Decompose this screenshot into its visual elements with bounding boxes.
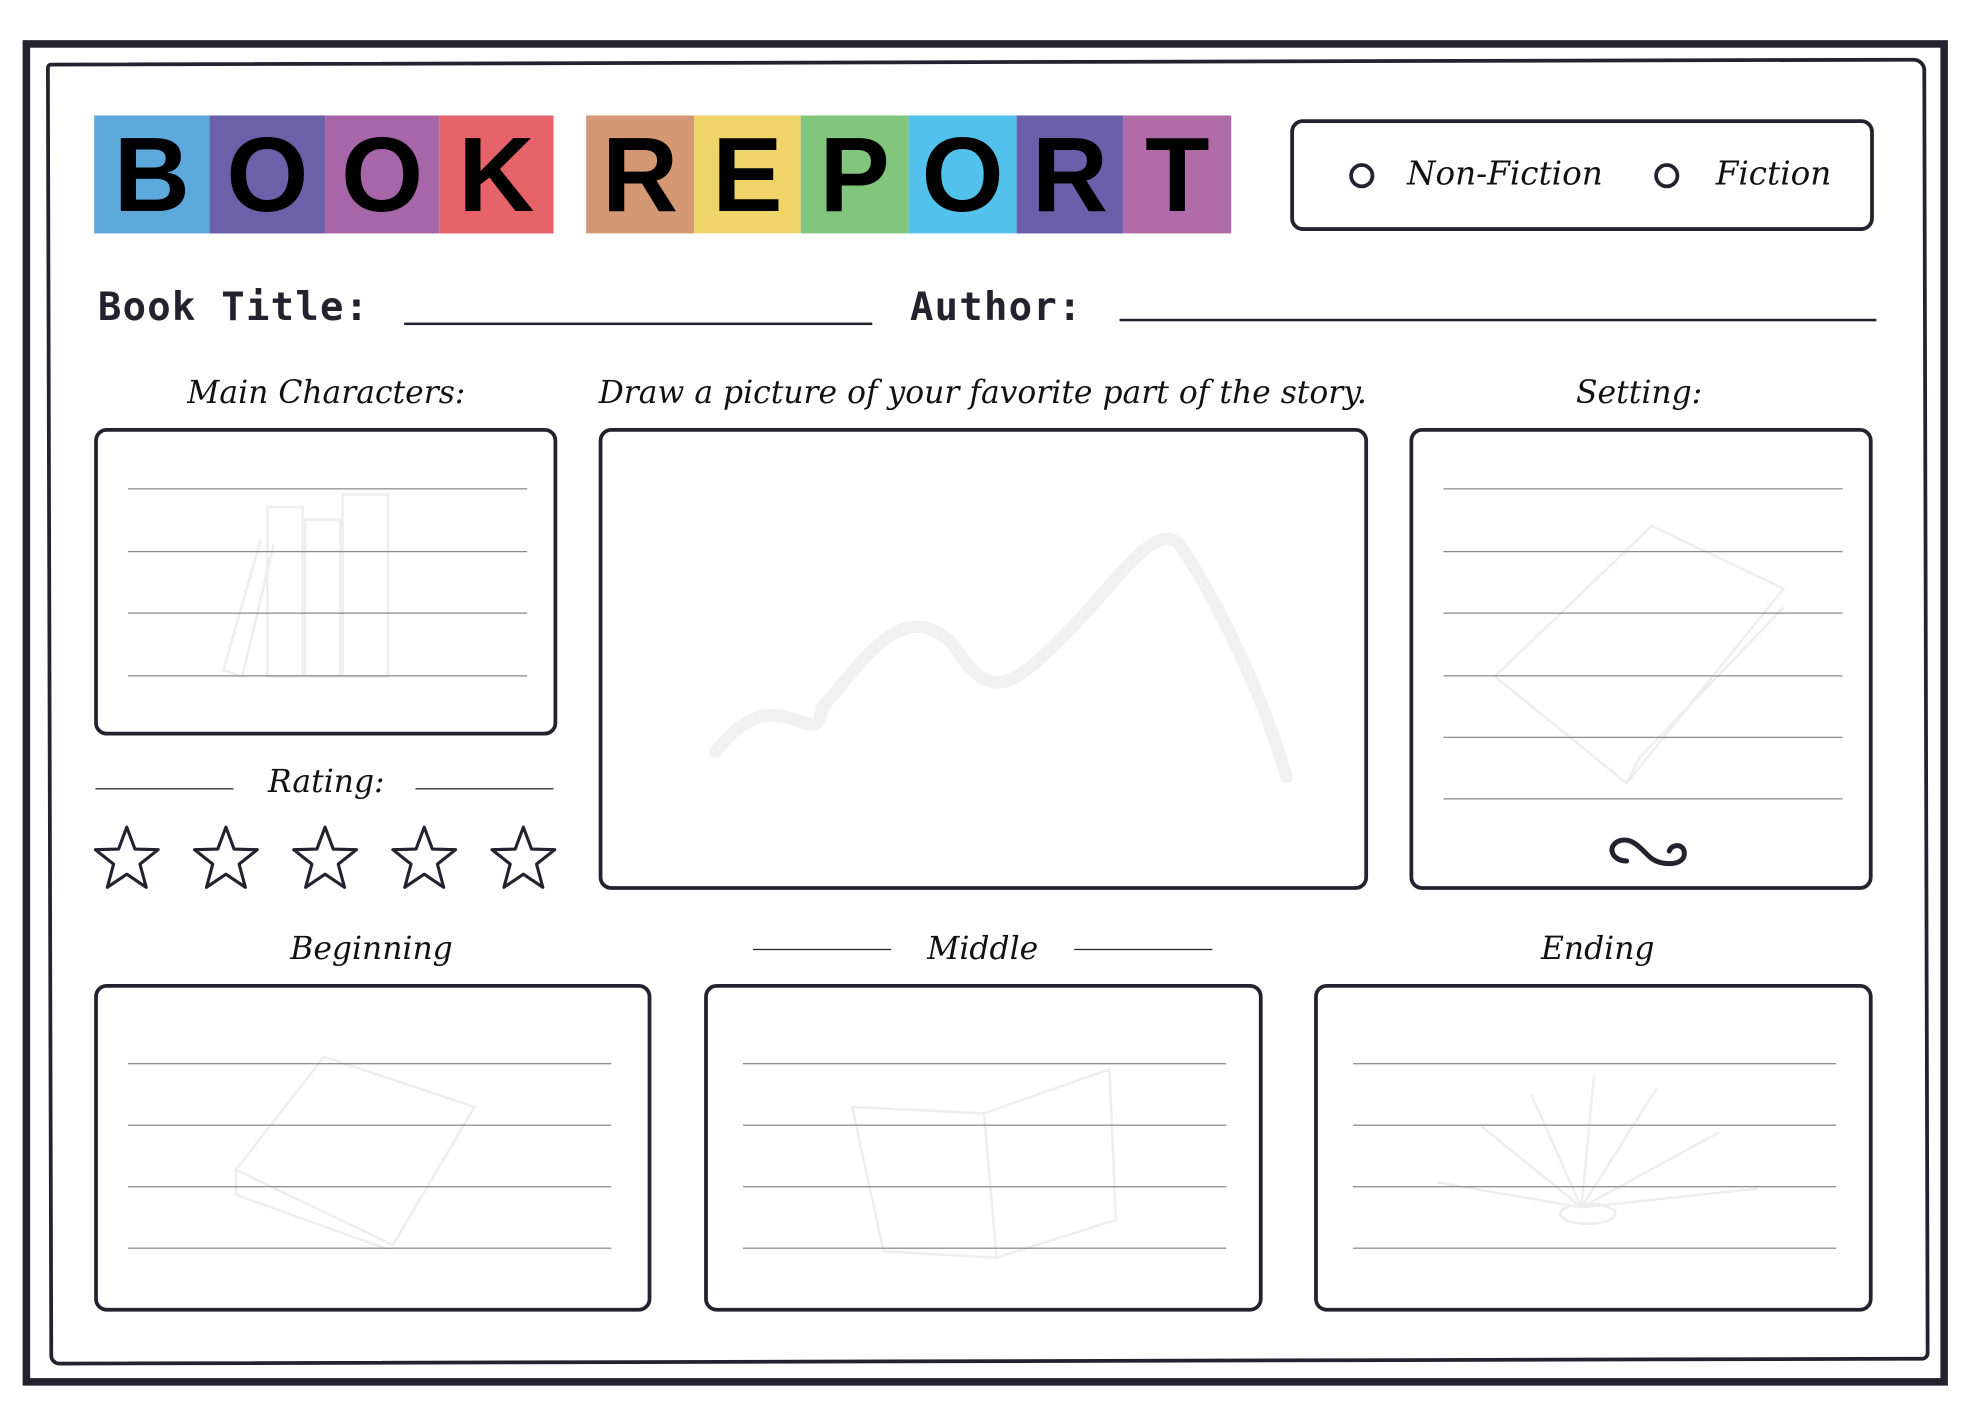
mountain-watermark-icon xyxy=(709,532,1293,784)
writing-line xyxy=(128,675,528,677)
genre-box: Non-Fiction Fiction xyxy=(1290,119,1874,231)
writing-line xyxy=(128,1247,612,1249)
writing-line xyxy=(1443,675,1843,677)
rating-star-icon[interactable] xyxy=(389,823,459,893)
rating-star-icon[interactable] xyxy=(290,823,360,893)
swirl-ornament-icon xyxy=(1609,837,1687,867)
title-tile: K xyxy=(439,114,554,234)
main-characters-box[interactable] xyxy=(94,427,558,736)
writing-line xyxy=(1352,1247,1837,1249)
main-characters-label: Main Characters: xyxy=(187,374,466,411)
writing-line xyxy=(128,550,528,553)
title-tile: B xyxy=(94,114,210,234)
title-letter: P xyxy=(819,114,890,233)
author-line[interactable] xyxy=(1119,318,1877,322)
middle-box[interactable] xyxy=(704,983,1263,1312)
book-title-line[interactable] xyxy=(404,322,873,326)
open-book-watermark-icon xyxy=(850,1067,1118,1259)
title-letter: B xyxy=(113,114,190,233)
title-letter: R xyxy=(602,114,679,233)
drawing-box[interactable] xyxy=(598,427,1369,890)
writing-line xyxy=(128,1063,612,1065)
middle-label: Middle xyxy=(927,930,1039,967)
rating-star-icon[interactable] xyxy=(488,823,558,893)
writing-line xyxy=(743,1186,1227,1188)
writing-line xyxy=(128,1124,612,1126)
writing-line xyxy=(743,1063,1227,1065)
title-tile: P xyxy=(800,114,909,234)
setting-label: Setting: xyxy=(1576,374,1703,411)
rating-star-icon[interactable] xyxy=(92,823,162,893)
non-fiction-label: Non-Fiction xyxy=(1406,155,1603,194)
non-fiction-radio[interactable] xyxy=(1349,163,1375,189)
beginning-box[interactable] xyxy=(94,983,652,1312)
outer-frame xyxy=(22,40,1948,1386)
writing-line xyxy=(1352,1063,1837,1065)
title-tile: E xyxy=(694,114,801,234)
setting-box[interactable] xyxy=(1409,427,1873,890)
middle-divider-left xyxy=(753,948,892,951)
fiction-radio[interactable] xyxy=(1654,163,1680,189)
beginning-label: Beginning xyxy=(290,930,453,967)
writing-line xyxy=(128,488,528,490)
rating-star-icon[interactable] xyxy=(191,823,261,893)
writing-line xyxy=(743,1247,1227,1249)
title-tile: R xyxy=(1016,114,1124,234)
writing-line xyxy=(128,1186,612,1188)
writing-line xyxy=(1352,1124,1837,1126)
books-watermark-icon xyxy=(221,493,390,679)
title-letter: O xyxy=(341,114,424,233)
title-letter: T xyxy=(1145,114,1210,233)
author-label: Author: xyxy=(909,284,1083,331)
writing-line xyxy=(1443,488,1843,490)
drawing-prompt: Draw a picture of your favorite part of … xyxy=(598,374,1367,411)
book-title-label: Book Title: xyxy=(97,284,370,331)
title-tile: O xyxy=(908,114,1017,234)
rating-divider-left xyxy=(95,788,234,790)
title-tile: O xyxy=(209,114,326,234)
ending-box[interactable] xyxy=(1314,983,1873,1312)
title-letter: R xyxy=(1031,114,1109,233)
fanned-book-watermark-icon xyxy=(1436,1075,1758,1225)
writing-line xyxy=(128,612,528,614)
closed-book-watermark-icon xyxy=(234,1055,477,1251)
writing-line xyxy=(1443,798,1843,800)
middle-divider-right xyxy=(1074,948,1213,951)
book-watermark-icon xyxy=(1492,524,1786,785)
title-letter: E xyxy=(712,114,783,233)
writing-line xyxy=(1443,550,1843,553)
rating-label: Rating: xyxy=(268,763,385,800)
title-letter: O xyxy=(921,114,1004,233)
title-tile: R xyxy=(586,114,695,234)
title-tile: O xyxy=(325,114,440,234)
writing-line xyxy=(1352,1186,1837,1188)
rating-divider-right xyxy=(415,788,554,790)
writing-line xyxy=(1443,612,1843,614)
writing-line xyxy=(743,1124,1227,1126)
fiction-label: Fiction xyxy=(1715,155,1832,194)
title-tile: T xyxy=(1123,114,1232,234)
title-letter: O xyxy=(226,114,309,233)
title-letter: K xyxy=(458,114,535,233)
ending-label: Ending xyxy=(1540,930,1655,967)
writing-line xyxy=(1443,736,1843,738)
